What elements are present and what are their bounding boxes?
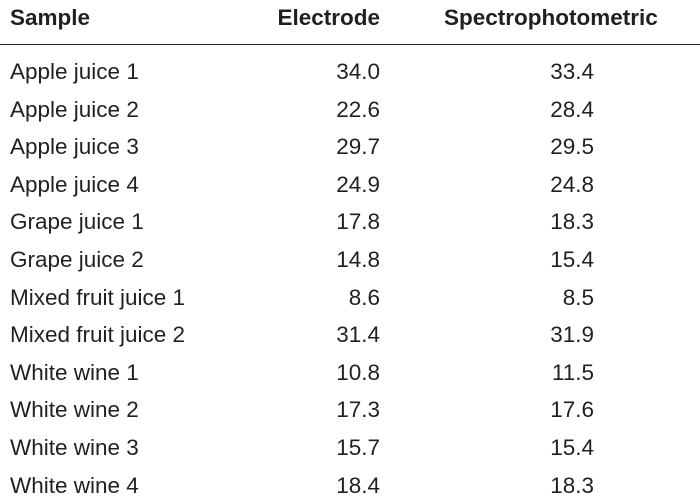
cell-sample: Mixed fruit juice 2 [10,322,186,348]
cell-electrode: 29.7 [336,134,380,160]
table-row: Grape juice 1 17.8 18.3 [0,204,700,242]
cell-sample: White wine 4 [10,472,139,498]
cell-electrode: 17.8 [336,209,380,235]
cell-spectrophotometric: 17.6 [550,397,594,423]
table-row: Apple juice 2 22.6 28.4 [0,92,700,130]
table-row: Apple juice 1 34.0 33.4 [0,54,700,92]
cell-spectrophotometric: 28.4 [550,96,594,122]
cell-sample: White wine 3 [10,434,139,460]
cell-sample: Apple juice 4 [10,171,139,197]
cell-spectrophotometric: 29.5 [550,134,594,160]
cell-electrode: 18.4 [336,472,380,498]
cell-spectrophotometric: 24.8 [550,171,594,197]
header-sample: Sample [10,5,91,30]
table-row: Grape juice 2 14.8 15.4 [0,242,700,280]
cell-spectrophotometric: 8.5 [562,284,594,310]
cell-spectrophotometric: 15.4 [550,246,594,272]
cell-electrode: 22.6 [336,96,380,122]
cell-electrode: 10.8 [336,359,380,385]
cell-sample: Mixed fruit juice 1 [10,284,186,310]
table-row: Mixed fruit juice 1 8.6 8.5 [0,280,700,318]
cell-spectrophotometric: 18.3 [550,472,594,498]
cell-electrode: 15.7 [336,434,380,460]
cell-electrode: 17.3 [336,397,380,423]
cell-spectrophotometric: 33.4 [550,59,594,84]
table-row: White wine 2 17.3 17.6 [0,392,700,430]
cell-electrode: 34.0 [336,59,380,84]
table-row: White wine 3 15.7 15.4 [0,430,700,468]
cell-spectrophotometric: 31.9 [550,322,594,348]
cell-spectrophotometric: 18.3 [550,209,594,235]
cell-sample: Apple juice 1 [10,59,139,84]
table-row: Apple juice 4 24.9 24.8 [0,167,700,205]
cell-sample: Apple juice 2 [10,96,139,122]
cell-spectrophotometric: 11.5 [551,359,594,385]
table-row: White wine 1 10.8 11.5 [0,355,700,393]
cell-sample: Grape juice 2 [10,246,144,272]
table-row: White wine 4 18.4 18.3 [0,468,700,504]
cell-spectrophotometric: 15.4 [550,434,594,460]
cell-electrode: 14.8 [336,246,380,272]
table-header: Sample Electrode Spectrophotometric [0,0,700,45]
table-row: Apple juice 3 29.7 29.5 [0,129,700,167]
header-electrode: Electrode [277,5,380,30]
cell-sample: Apple juice 3 [10,134,139,160]
cell-electrode: 24.9 [336,171,380,197]
cell-sample: Grape juice 1 [10,209,144,235]
cell-sample: White wine 2 [10,397,139,423]
cell-sample: White wine 1 [10,359,139,385]
table-body: Apple juice 1 34.0 33.4 Apple juice 2 22.6 28… [0,54,700,504]
table-row: Mixed fruit juice 2 31.4 31.9 [0,317,700,355]
header-spectrophotometric: Spectrophotometric [444,5,658,30]
cell-electrode: 31.4 [336,322,380,348]
cell-electrode: 8.6 [348,284,380,310]
